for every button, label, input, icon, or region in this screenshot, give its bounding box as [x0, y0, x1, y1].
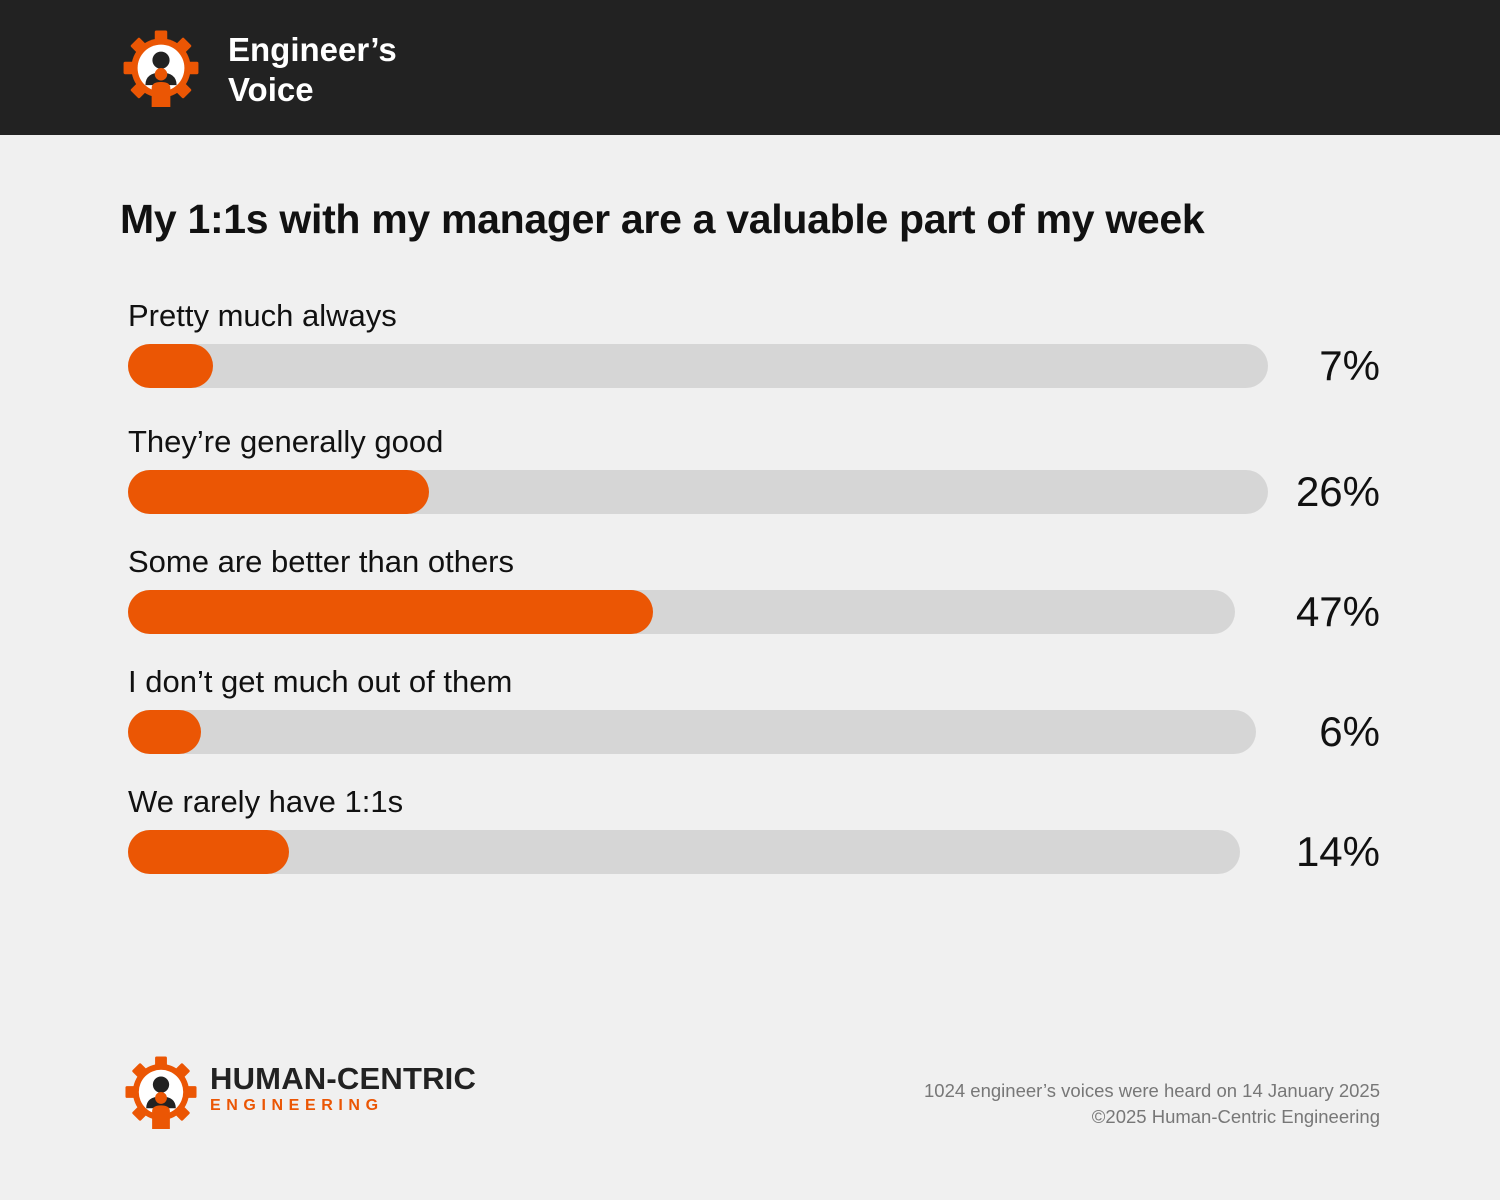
header-bar: Engineer’s Voice [0, 0, 1500, 135]
bar-track [128, 470, 1268, 514]
bar-fill [128, 470, 430, 514]
bar-fill [128, 344, 213, 388]
value-label: 47% [1295, 588, 1380, 635]
bar-row: They’re generally good 26% [128, 424, 1380, 534]
bar-fill [128, 830, 289, 874]
gear-person-icon [125, 1056, 197, 1129]
value-label: 26% [1295, 468, 1380, 515]
footnote-copyright: ©2025 Human-Centric Engineering [1091, 1106, 1380, 1127]
brand-sub-text: ENGINEERING [210, 1097, 384, 1114]
category-label: I don’t get much out of them [128, 664, 513, 699]
value-label: 14% [1295, 828, 1380, 875]
footnote: 1024 engineer’s voices were heard on 14 … [924, 1078, 1380, 1130]
bar-track [128, 590, 1235, 634]
bar-row: We rarely have 1:1s 14% [128, 784, 1380, 894]
bar-row: I don’t get much out of them 6% [128, 664, 1380, 774]
bar-track [128, 710, 1256, 754]
bar-fill [128, 590, 654, 634]
category-label: Pretty much always [128, 298, 397, 333]
value-label: 7% [1319, 342, 1380, 389]
chart-title: My 1:1s with my manager are a valuable p… [120, 196, 1205, 242]
bar-row: Pretty much always 7% [128, 298, 1380, 408]
value-label: 6% [1319, 708, 1380, 755]
brand-main-text: HUMAN-CENTRIC [210, 1061, 477, 1096]
bar-track [128, 830, 1240, 874]
category-label: We rarely have 1:1s [128, 784, 404, 819]
footnote-note: 1024 engineer’s voices were heard on 14 … [924, 1080, 1380, 1101]
category-label: They’re generally good [128, 424, 444, 459]
header-title-line1: Engineer’s [228, 31, 397, 68]
header-title: Engineer’s Voice [228, 30, 397, 110]
category-label: Some are better than others [128, 544, 515, 579]
bar-row: Some are better than others 47% [128, 544, 1380, 654]
gear-person-icon [123, 30, 199, 107]
brand-wordmark: HUMAN-CENTRIC ENGINEERING [210, 1062, 476, 1116]
bar-fill [128, 710, 201, 754]
bar-track [128, 344, 1268, 388]
header-title-line2: Voice [228, 71, 314, 108]
